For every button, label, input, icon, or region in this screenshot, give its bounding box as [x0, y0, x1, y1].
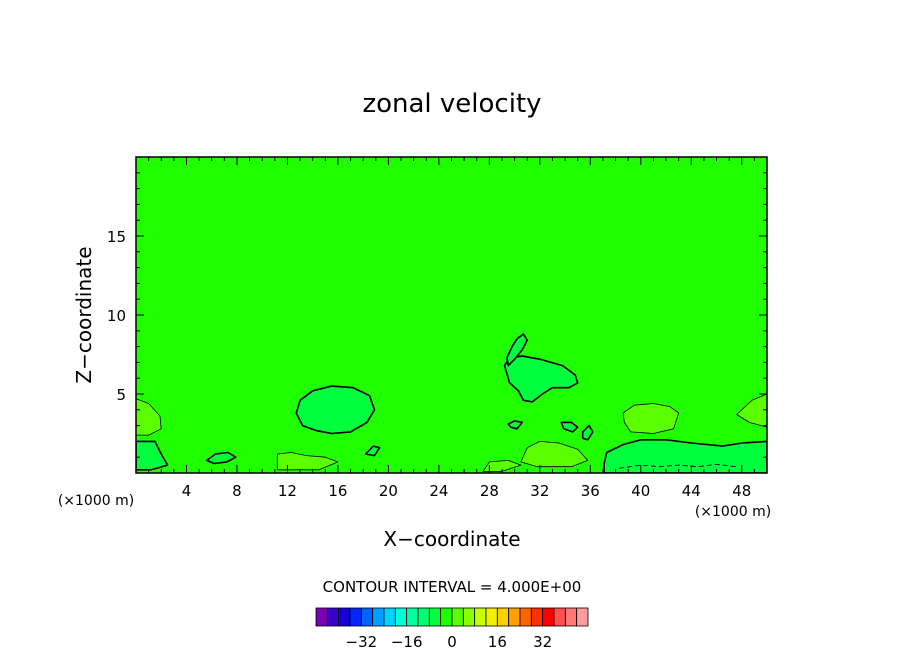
x-tick-label: 40: [631, 482, 650, 500]
x-axis-label: X−coordinate: [383, 527, 520, 551]
colorbar-swatch: [576, 607, 589, 627]
x-tick-label: 20: [379, 482, 398, 500]
negative-contour-lines: [619, 463, 736, 469]
dashed-contour-1: [619, 463, 736, 469]
contour-region-7: [136, 440, 169, 471]
y-axis-label: Z−coordinate: [72, 246, 96, 383]
contour-region-11: [506, 333, 529, 367]
x-tick-label: 48: [732, 482, 751, 500]
colorbar-swatch: [462, 607, 476, 627]
colorbar-swatch: [496, 607, 510, 627]
colorbar-swatch: [519, 607, 532, 627]
colorbar-swatch: [564, 607, 578, 627]
contour-region-12: [205, 451, 237, 465]
contour-region-2: [622, 403, 680, 434]
contour-region-9: [295, 385, 376, 435]
colorbar-swatch: [360, 607, 374, 627]
colorbar-swatch: [474, 607, 487, 627]
colorbar-swatch: [417, 607, 430, 627]
colorbar-swatch: [372, 607, 385, 627]
x-tick-label: 24: [429, 482, 448, 500]
colorbar-swatch: [451, 607, 464, 627]
colorbar-swatch: [428, 607, 442, 627]
contour-region-16: [581, 424, 594, 441]
colorbar-swatch: [542, 607, 555, 627]
contour-interval: CONTOUR INTERVAL = 4.000E+00: [323, 578, 582, 596]
colorbar-tick-label: 16: [488, 633, 507, 651]
colorbar-tick-label: 32: [533, 633, 552, 651]
colorbar-swatch: [530, 607, 544, 627]
x-tick-label: 4: [182, 482, 192, 500]
y-tick-label: 5: [116, 386, 126, 404]
x-tick-labels: 4 8 12 16 20 24 28 32 36 40 44 48: [182, 482, 752, 500]
colorbar-swatch: [508, 607, 521, 627]
x-tick-label: 36: [581, 482, 600, 500]
colorbar-swatch: [553, 607, 566, 627]
contour-region-14: [507, 420, 524, 430]
colorbar-swatch: [338, 607, 351, 627]
colorbar-swatch: [406, 607, 419, 627]
contour-region-10: [503, 355, 579, 403]
x-unit-label: (×1000 m): [695, 504, 771, 520]
x-tick-label: 44: [682, 482, 701, 500]
colorbar-swatch: [315, 607, 328, 627]
x-tick-label: 28: [480, 482, 499, 500]
x-tick-label: 12: [278, 482, 297, 500]
z-unit-label: (×1000 m): [58, 493, 134, 509]
colorbar-swatch: [394, 607, 408, 627]
contour-region-15: [560, 421, 579, 433]
contour-region-3: [736, 393, 767, 428]
colorbar-swatch: [485, 607, 498, 627]
colorbar-tick-label: −16: [391, 633, 423, 651]
colorbar-tick-label: 0: [447, 633, 457, 651]
y-tick-labels: 5 10 15: [107, 228, 126, 404]
contour-region-5: [276, 452, 339, 471]
contour-regions: [136, 333, 767, 473]
contour-region-8: [603, 438, 767, 473]
contour-region-1: [136, 398, 162, 436]
x-tick-label: 8: [232, 482, 242, 500]
colorbar-tick-labels: −32 −16 0 16 32: [346, 633, 553, 651]
colorbar-swatch: [383, 607, 396, 627]
chart-title: zonal velocity: [362, 89, 541, 119]
colorbar-swatch: [326, 607, 340, 627]
x-tick-label: 32: [530, 482, 549, 500]
y-tick-label: 15: [107, 228, 126, 246]
x-tick-label: 16: [328, 482, 347, 500]
colorbar-tick-label: −32: [346, 633, 378, 651]
contour-region-4: [520, 440, 589, 468]
colorbar-swatch: [349, 607, 362, 627]
axis-ticks: [136, 157, 767, 473]
colorbar: [315, 607, 589, 627]
contour-region-13: [364, 445, 381, 457]
colorbar-swatch: [440, 607, 453, 627]
y-tick-label: 10: [107, 307, 126, 325]
contour-region-6: [482, 459, 522, 472]
